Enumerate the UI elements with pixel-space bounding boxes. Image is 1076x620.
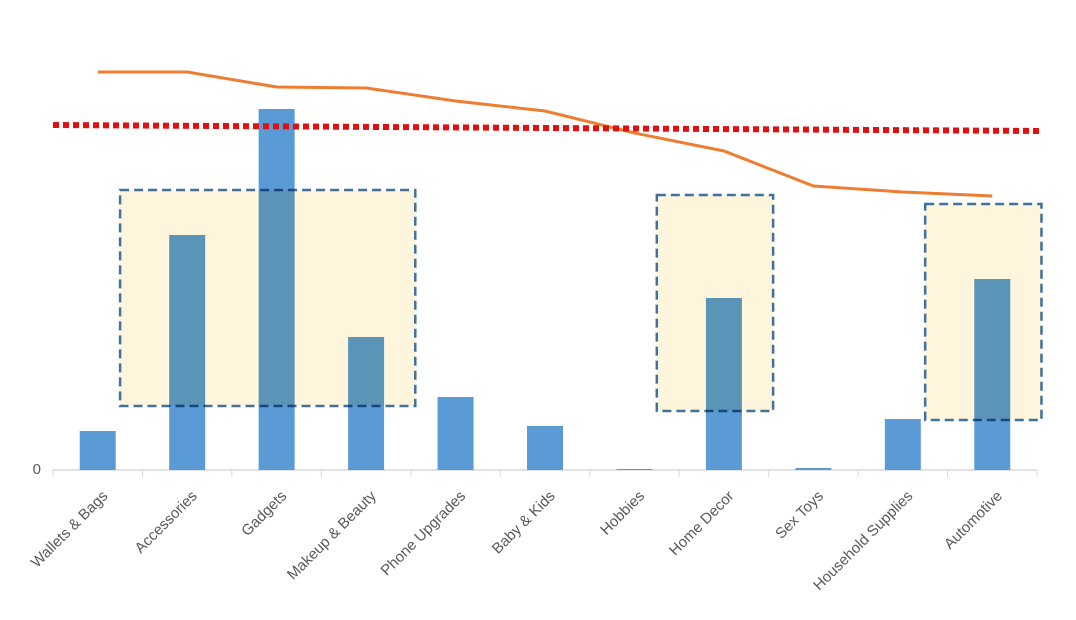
bar xyxy=(437,397,474,470)
x-tick-label: Household Supplies xyxy=(810,488,916,594)
bar xyxy=(79,431,116,470)
bar xyxy=(527,426,563,470)
reference-line xyxy=(52,122,1043,134)
x-tick-label: Makeup & Beauty xyxy=(284,487,380,583)
x-tick-label: Sex Toys xyxy=(772,488,827,543)
x-tick-label: Wallets & Bags xyxy=(28,488,112,572)
x-tick-label: Hobbies xyxy=(597,488,648,539)
x-tick-label: Automotive xyxy=(941,488,1006,553)
bar xyxy=(616,469,653,470)
x-tick-label: Baby & Kids xyxy=(489,488,559,558)
x-tick-label: Accessories xyxy=(132,488,201,557)
highlight-box xyxy=(655,193,775,413)
x-tick-label: Home Decor xyxy=(666,488,738,560)
highlight-box xyxy=(118,188,417,408)
x-tick-label: Phone Upgrades xyxy=(378,488,470,580)
y-tick-label: 0 xyxy=(33,461,41,478)
x-tick-label: Gadgets xyxy=(238,488,290,540)
bar xyxy=(884,419,921,470)
line xyxy=(97,70,993,198)
highlight-box xyxy=(923,202,1043,422)
bar xyxy=(795,468,832,470)
